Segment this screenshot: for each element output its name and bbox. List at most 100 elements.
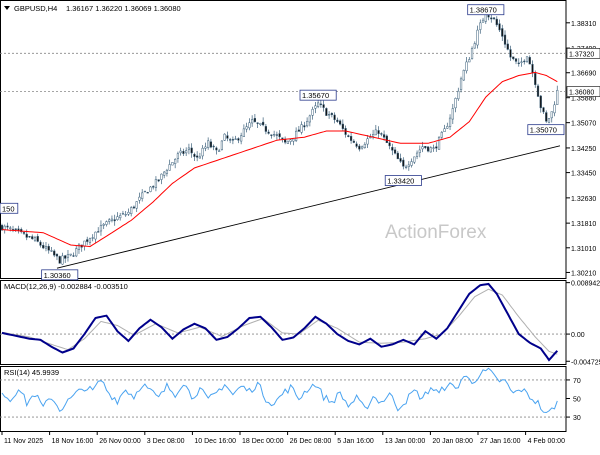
candle	[366, 135, 369, 148]
price-annotation: 150	[0, 202, 19, 214]
x-tick-label: 18 Nov 16:00	[52, 438, 94, 445]
candle	[264, 124, 267, 135]
price-annotation: 1.35670	[299, 89, 337, 101]
candle	[498, 19, 501, 32]
candle	[143, 190, 147, 193]
candle	[91, 234, 94, 242]
candle	[385, 134, 388, 144]
price-annotation: 1.38670	[467, 4, 505, 16]
candle	[278, 130, 281, 140]
candle	[542, 106, 545, 114]
candle	[468, 57, 471, 63]
candle	[165, 168, 169, 177]
candle	[311, 106, 314, 120]
candle	[556, 85, 559, 105]
candle	[28, 235, 31, 238]
candle	[226, 131, 229, 142]
candle	[328, 111, 331, 119]
candle	[207, 137, 210, 150]
candle	[413, 156, 416, 165]
candle	[237, 137, 240, 144]
candle	[465, 57, 468, 74]
rsi-y-tick-label: 70	[573, 378, 581, 385]
candle	[514, 58, 518, 65]
candle	[325, 107, 328, 116]
candle	[435, 142, 438, 152]
candle	[446, 122, 449, 129]
candle	[377, 126, 380, 139]
candle	[273, 130, 276, 138]
candle	[300, 121, 303, 135]
candle	[39, 240, 42, 248]
price-y-tick-label: 1.31010	[571, 246, 596, 253]
candle	[245, 122, 248, 133]
candle	[132, 205, 136, 210]
x-tick-label: 26 Nov 00:00	[99, 438, 141, 445]
candle	[146, 191, 149, 194]
candle	[347, 134, 350, 138]
candle	[22, 231, 26, 235]
candle	[102, 222, 105, 230]
candle	[204, 142, 207, 152]
candle	[130, 206, 133, 217]
candle	[121, 210, 125, 215]
candle	[336, 117, 339, 123]
candle	[262, 117, 265, 127]
candle	[476, 25, 479, 49]
candle	[440, 130, 443, 140]
candle	[193, 152, 196, 161]
candle	[289, 138, 292, 145]
candle	[218, 148, 221, 152]
watermark: ActionForex	[385, 222, 487, 243]
price-annotation-text: 1.30360	[44, 271, 71, 280]
candle	[528, 55, 531, 65]
candle	[470, 46, 474, 60]
candle	[66, 249, 70, 262]
price-annotation-text: 1.38670	[470, 6, 497, 15]
candle	[539, 95, 542, 113]
reference-price-label: 1.36080	[566, 86, 600, 97]
price-y-tick-label: 1.33450	[571, 171, 596, 178]
candle	[275, 131, 278, 140]
rsi-title: RSI(14) 45.9939	[4, 368, 59, 377]
ohlc-values: 1.36167 1.36220 1.36069 1.36080	[66, 4, 181, 13]
candle	[322, 100, 325, 112]
price-annotation-text: 1.33420	[387, 177, 414, 186]
candle	[94, 231, 97, 244]
candle	[220, 140, 223, 151]
candle	[223, 133, 226, 141]
candle	[490, 14, 493, 23]
candle	[44, 242, 48, 252]
candle	[176, 151, 180, 163]
candle	[179, 147, 182, 156]
candle	[267, 129, 270, 135]
candle	[396, 150, 399, 160]
candle	[36, 233, 39, 243]
candle	[154, 176, 158, 192]
candle	[547, 118, 551, 124]
candle	[33, 235, 37, 242]
candle	[69, 253, 72, 257]
x-tick-label: 5 Jan 16:00	[337, 438, 374, 445]
candle	[339, 119, 342, 126]
candle	[75, 245, 78, 258]
candle	[303, 121, 306, 131]
candle	[443, 124, 446, 132]
macd-main-line	[1, 282, 559, 362]
candle	[163, 170, 166, 179]
candle	[501, 24, 504, 42]
x-tick-label: 4 Feb 00:00	[528, 438, 565, 445]
price-y-tick-label: 1.32630	[571, 196, 596, 203]
macd-y-tick-label: 0.008942	[571, 281, 600, 288]
price-y-tick-label: 1.36690	[571, 71, 596, 78]
candle	[512, 56, 515, 61]
candle	[42, 242, 45, 250]
candle	[201, 145, 204, 160]
candle	[138, 192, 141, 204]
candle	[88, 237, 92, 246]
trendline	[56, 145, 561, 269]
rsi-y-tick-label: 50	[573, 397, 581, 404]
candle	[86, 236, 89, 245]
candle	[127, 208, 130, 217]
price-y-tick-label: 1.35880	[571, 96, 596, 103]
